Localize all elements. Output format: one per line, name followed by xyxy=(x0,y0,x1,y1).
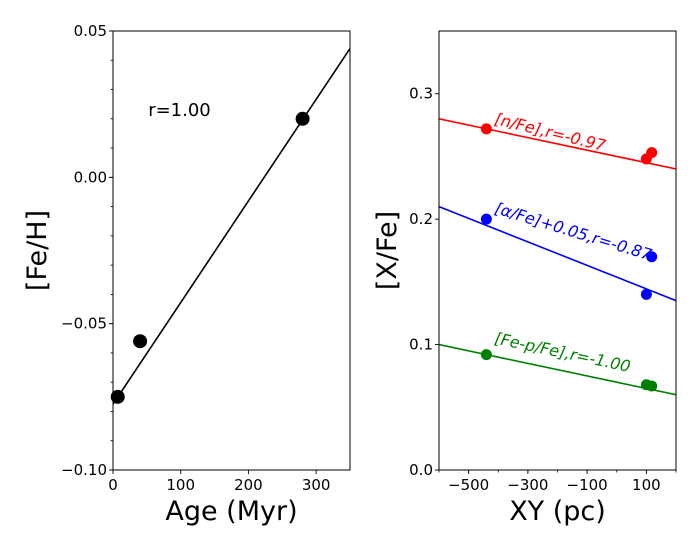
y-tick-label: 0.3 xyxy=(409,85,433,103)
y-tick-label: 0.00 xyxy=(74,168,107,186)
fit-line xyxy=(439,118,676,170)
plot-frame xyxy=(112,30,351,471)
data-point xyxy=(110,389,125,404)
plot-area xyxy=(439,118,676,396)
annotation-label: [Fe-p/Fe],r=-1.00 xyxy=(493,329,632,376)
x-tick-label: −100 xyxy=(567,476,608,494)
y-tick-label: 0.0 xyxy=(409,461,433,479)
data-point xyxy=(480,213,492,225)
x-tick-label: −500 xyxy=(448,476,489,494)
fe-h-age-panel: 0 100 200 300 −0.10 −0.05 0.00 0.05 r=1.00 Age (M… xyxy=(22,22,351,527)
data-point xyxy=(646,380,658,392)
data-point xyxy=(646,147,658,159)
annotation-label: r=1.00 xyxy=(148,100,211,121)
data-point xyxy=(133,334,148,349)
annotation-label: [α/Fe]+0.05,r=-0.87 xyxy=(493,199,655,265)
data-point xyxy=(640,288,652,300)
x-tick-label: −300 xyxy=(507,476,548,494)
x-axis-title: Age (Myr) xyxy=(165,496,297,527)
y-axis-title: [X/Fe] xyxy=(372,211,403,290)
x-tick-label: 100 xyxy=(632,476,661,494)
fit-line xyxy=(113,48,350,405)
y-tick-label: −0.10 xyxy=(61,461,107,479)
x-fe-xy-panel: −500 −300 −100 100 0.0 0.1 0.2 0.3 [n/Fe],r=-0.9… xyxy=(372,30,677,527)
y-tick-label: 0.05 xyxy=(74,22,107,40)
y-tick-label: 0.1 xyxy=(409,336,433,354)
x-axis-title: XY (pc) xyxy=(509,496,606,527)
x-tick-label: 200 xyxy=(234,476,263,494)
y-tick-label: −0.05 xyxy=(61,315,107,333)
data-point xyxy=(646,251,658,263)
data-point xyxy=(295,111,310,126)
data-point xyxy=(480,349,492,361)
x-tick-label: 100 xyxy=(166,476,195,494)
fit-line xyxy=(439,343,676,396)
data-point xyxy=(480,123,492,135)
x-tick-label: 300 xyxy=(302,476,331,494)
plot-frame xyxy=(438,30,677,471)
fit-line xyxy=(439,205,676,302)
annotation-label: [n/Fe],r=-0.97 xyxy=(493,109,609,155)
x-tick-label: 0 xyxy=(108,476,118,494)
y-axis-title: [Fe/H] xyxy=(22,210,53,291)
y-tick-label: 0.2 xyxy=(409,210,433,228)
plot-area xyxy=(113,48,350,405)
